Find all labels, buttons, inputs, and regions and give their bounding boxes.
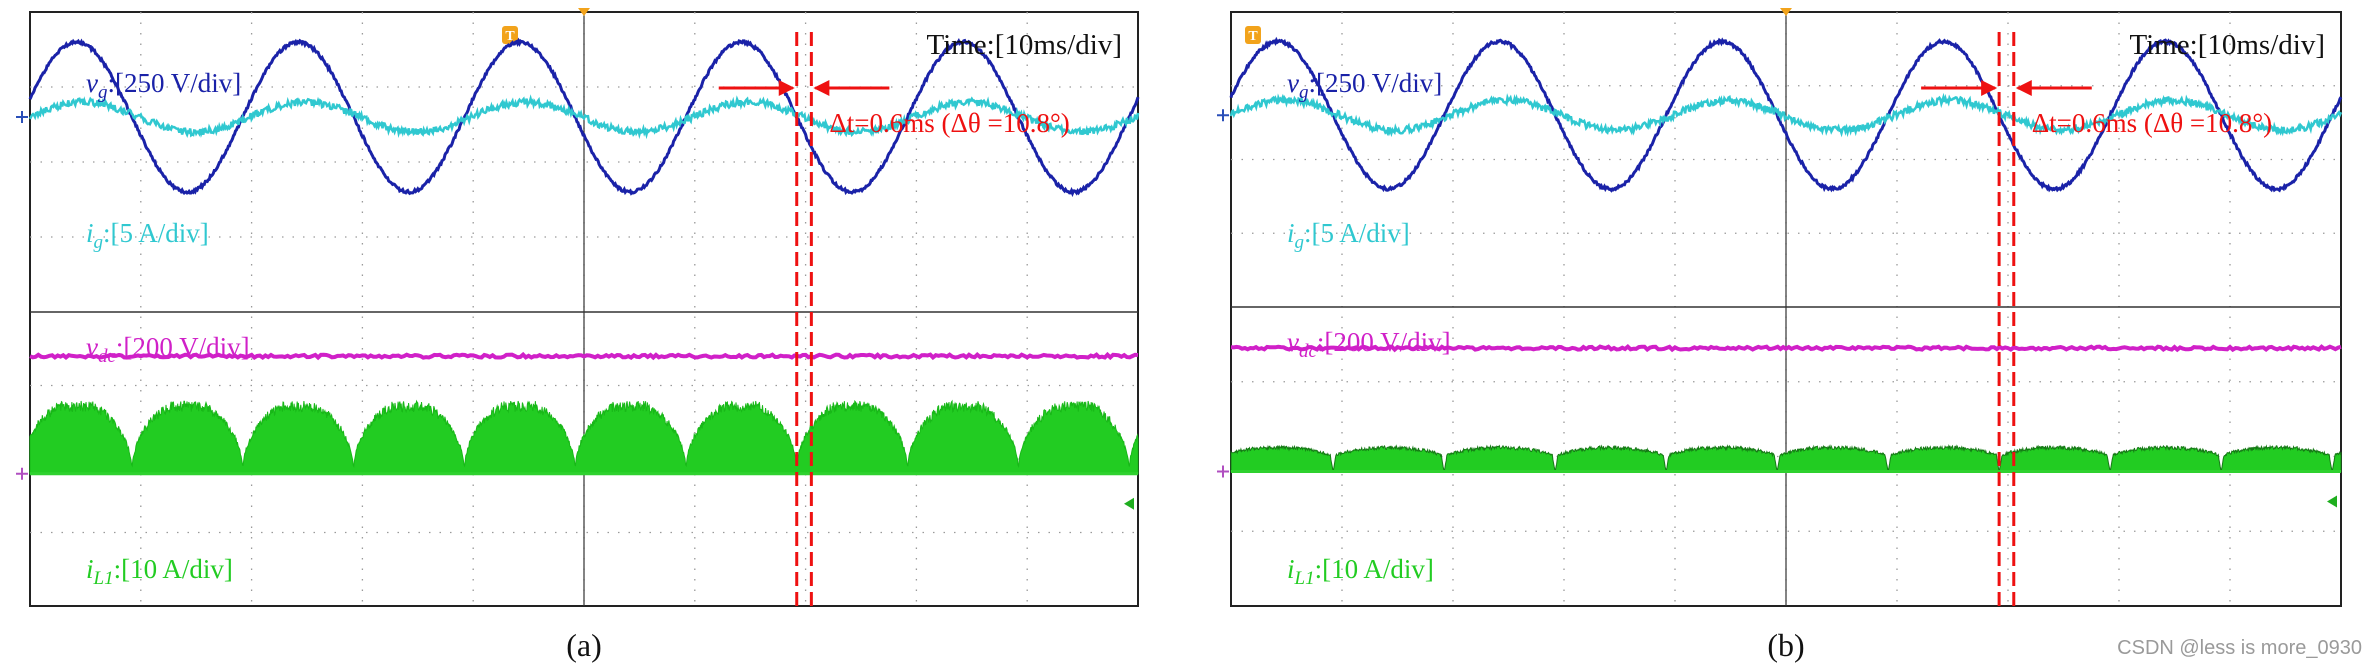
watermark-text: CSDN @less is more_0930 <box>2117 637 2362 659</box>
label-il1-letter: i <box>1287 554 1295 584</box>
label-vg-letter: v <box>1287 68 1299 98</box>
panel-caption: (b) <box>1767 627 1804 663</box>
label-ig-letter: i <box>1287 218 1295 248</box>
label-vg-subscript: g <box>1299 82 1309 103</box>
label-il1-letter: i <box>86 554 94 584</box>
label-ig: ig:[5 A/div] <box>1287 218 1410 253</box>
label-vdc-letter: v <box>86 332 98 362</box>
label-ig-subscript: g <box>1295 232 1305 253</box>
trigger-t-glyph: T <box>1248 29 1258 44</box>
label-il1-subscript: L1 <box>93 568 114 589</box>
label-vdc-subscript: dc <box>1299 341 1318 362</box>
panel-caption: (a) <box>566 627 602 663</box>
ground-marker <box>16 111 28 123</box>
label-vg-subscript: g <box>98 82 108 103</box>
label-vdc-scale: :[200 V/div] <box>116 332 250 362</box>
ground-marker <box>16 468 28 480</box>
label-ig-scale: :[5 A/div] <box>103 218 209 248</box>
scope-panel-b: Tvg:[250 V/div]ig:[5 A/div]vdc:[200 V/di… <box>1217 8 2341 663</box>
label-vg-scale: :[250 V/div] <box>1308 68 1442 98</box>
scope-panel-a: Tvg:[250 V/div]ig:[5 A/div]vdc:[200 V/di… <box>16 8 1138 663</box>
label-vg: vg:[250 V/div] <box>1287 68 1442 103</box>
label-vdc-subscript: dc <box>98 346 117 367</box>
delta-annotation: Δt=0.6ms (Δθ =10.8°) <box>829 108 1069 138</box>
label-vdc-scale: :[200 V/div] <box>1317 327 1451 357</box>
time-div-label: Time:[10ms/div] <box>926 29 1122 61</box>
trigger-t-glyph: T <box>505 29 515 44</box>
label-il1-subscript: L1 <box>1294 568 1315 589</box>
label-vg: vg:[250 V/div] <box>86 68 241 103</box>
label-ig-scale: :[5 A/div] <box>1304 218 1410 248</box>
label-vg-letter: v <box>86 68 98 98</box>
ground-marker <box>1217 465 1229 477</box>
label-il1-scale: :[10 A/div] <box>114 554 233 584</box>
label-vg-scale: :[250 V/div] <box>107 68 241 98</box>
label-ig: ig:[5 A/div] <box>86 218 209 253</box>
time-div-label: Time:[10ms/div] <box>2129 29 2325 61</box>
label-vdc-letter: v <box>1287 327 1299 357</box>
panels: Tvg:[250 V/div]ig:[5 A/div]vdc:[200 V/di… <box>16 8 2341 663</box>
delta-annotation: Δt=0.6ms (Δθ =10.8°) <box>2032 108 2272 138</box>
label-ig-letter: i <box>86 218 94 248</box>
label-il1-scale: :[10 A/div] <box>1315 554 1434 584</box>
ground-marker <box>1217 109 1229 121</box>
label-ig-subscript: g <box>94 232 104 253</box>
figure: Tvg:[250 V/div]ig:[5 A/div]vdc:[200 V/di… <box>0 0 2369 669</box>
